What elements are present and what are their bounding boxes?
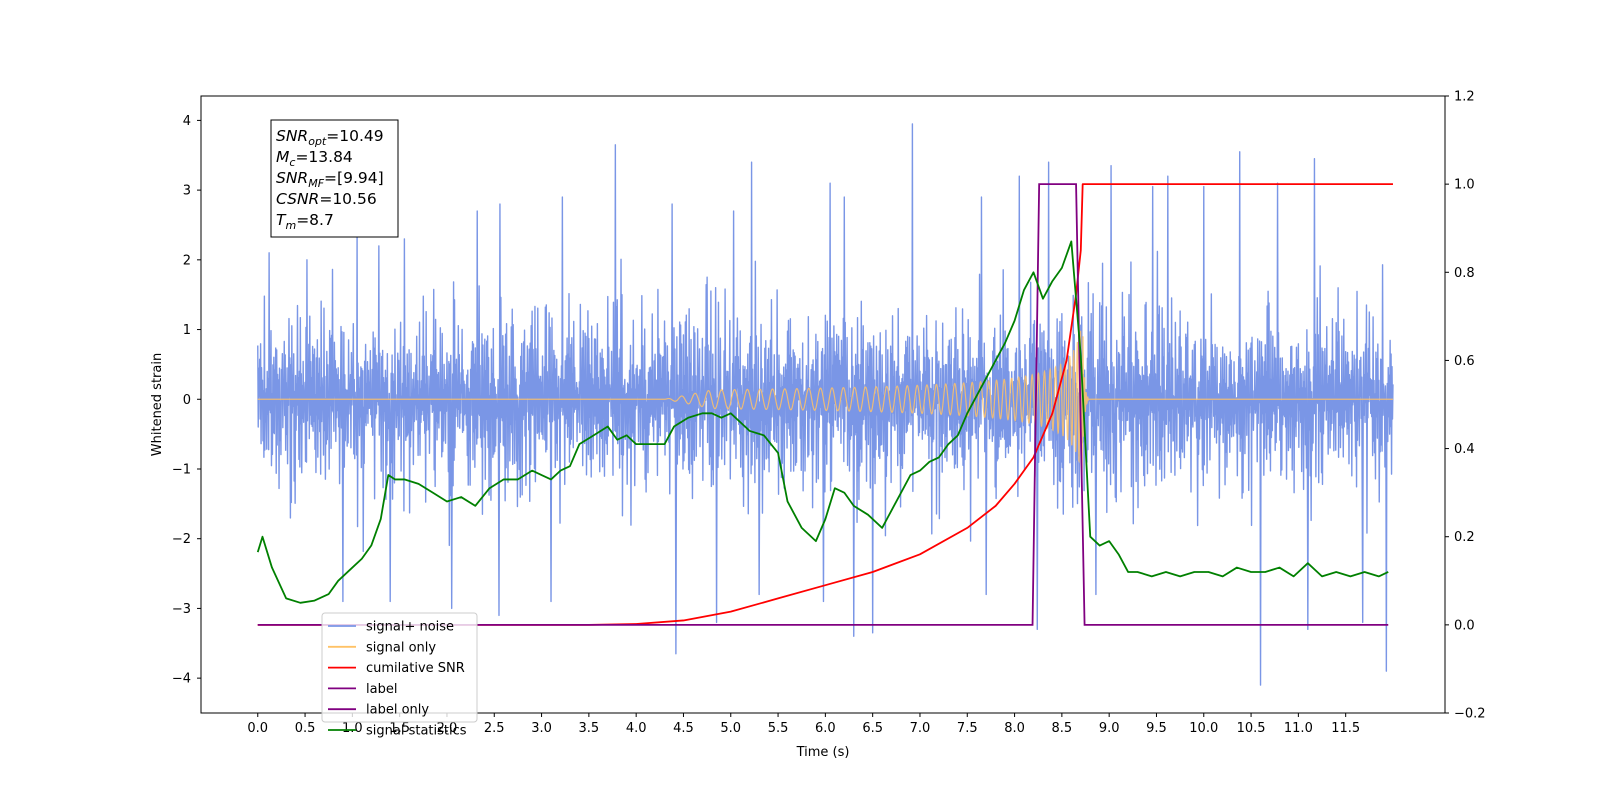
x-tick-label: 0.5 — [295, 721, 316, 736]
y-tick-label: 3 — [183, 184, 191, 199]
x-tick-label: 11.5 — [1331, 721, 1360, 736]
axes-frame — [200, 95, 1446, 714]
y-tick-label: −4 — [172, 672, 191, 687]
x-tick-label: 6.0 — [815, 721, 836, 736]
info-symbol: M — [276, 148, 289, 166]
y-axis-label: Whitened strain — [150, 353, 165, 456]
x-tick-label: 10.0 — [1189, 721, 1218, 736]
info-subscript: opt — [308, 135, 327, 148]
x-tick-label: 10.5 — [1237, 721, 1266, 736]
x-tick-label: 0.0 — [247, 721, 268, 736]
y2-tick-label: −0.2 — [1454, 707, 1486, 722]
axes: 0.0 0.5 1.0 1.5 2.0 2.5 3.0 3.5 4.0 4.5 5.0 5.5 6.0 6… — [150, 90, 1486, 761]
plot-area — [256, 123, 1394, 686]
legend-label: signal statistics — [366, 724, 467, 739]
x-tick-label: 3.5 — [579, 721, 600, 736]
info-symbol: SNR — [276, 127, 308, 145]
x-tick-label: 11.0 — [1284, 721, 1313, 736]
x-tick-label: 8.0 — [1004, 721, 1025, 736]
info-value: =13.84 — [295, 148, 352, 166]
y-tick-label: −1 — [172, 462, 191, 477]
info-symbol: SNR — [276, 169, 308, 187]
info-subscript: m — [285, 219, 296, 232]
x-tick-label: 4.0 — [626, 721, 647, 736]
info-line: SNRopt=10.49 — [276, 127, 384, 148]
y-tick-label: −3 — [172, 602, 191, 617]
y2-tick-label: 0.8 — [1454, 266, 1475, 281]
info-value: =10.56 — [319, 190, 376, 208]
legend-label: label — [366, 682, 397, 697]
x-tick-label: 5.5 — [768, 721, 789, 736]
x-tick-label: 4.5 — [673, 721, 694, 736]
signal-statistics-line — [256, 240, 1389, 604]
legend-label: cumilative SNR — [366, 661, 465, 676]
y-tick-label: 4 — [183, 114, 191, 129]
x-tick-label: 9.0 — [1099, 721, 1120, 736]
x-tick-label: 2.0 — [437, 721, 458, 736]
x-tick-label: 7.5 — [957, 721, 978, 736]
x-tick-label: 3.0 — [531, 721, 552, 736]
y2-tick-label: 0.0 — [1454, 618, 1475, 633]
x-tick-label: 7.0 — [910, 721, 931, 736]
y-tick-label: 1 — [183, 323, 191, 338]
legend: signal+ noise signal only cumilative SNR la… — [321, 612, 478, 739]
info-box: SNRopt=10.49Mc=13.84SNRMF=[9.94]CSNR=10.… — [270, 119, 399, 238]
legend-frame — [321, 612, 478, 723]
x-tick-label: 9.5 — [1146, 721, 1167, 736]
x-tick-label: 5.0 — [720, 721, 741, 736]
info-symbol: T — [276, 211, 287, 229]
info-subscript: c — [289, 156, 295, 169]
y2-tick-label: 1.2 — [1454, 90, 1475, 105]
info-line: CSNR=10.56 — [276, 190, 377, 208]
info-symbol: CSNR — [276, 190, 319, 208]
info-box-frame — [270, 119, 399, 238]
legend-label: signal only — [366, 640, 436, 655]
signal-noise-line — [257, 123, 1394, 686]
y-tick-label: 0 — [183, 393, 191, 408]
info-value: =10.49 — [326, 127, 383, 145]
x-tick-label: 6.5 — [862, 721, 883, 736]
legend-label: label only — [366, 703, 429, 718]
info-value: =8.7 — [296, 211, 334, 229]
y2-tick-label: 0.4 — [1454, 442, 1475, 457]
legend-label: signal+ noise — [366, 620, 454, 635]
x-axis-label: Time (s) — [796, 745, 850, 760]
y2-tick-label: 1.0 — [1454, 178, 1475, 193]
y2-tick-label: 0.2 — [1454, 530, 1475, 545]
y2-tick-label: 0.6 — [1454, 354, 1475, 369]
info-subscript: MF — [308, 177, 324, 190]
signal-only-line — [257, 330, 1393, 477]
info-line: Tm=8.7 — [276, 211, 334, 232]
info-line: Mc=13.84 — [276, 148, 353, 169]
y-tick-label: 2 — [183, 253, 191, 268]
y-tick-label: −2 — [172, 532, 191, 547]
label-line — [257, 183, 1389, 626]
x-tick-label: 8.5 — [1052, 721, 1073, 736]
x-tick-label: 1.0 — [342, 721, 363, 736]
info-value: =[9.94] — [324, 169, 384, 187]
x-tick-label: 2.5 — [484, 721, 505, 736]
info-line: SNRMF=[9.94] — [276, 169, 384, 190]
x-tick-label: 1.5 — [389, 721, 410, 736]
